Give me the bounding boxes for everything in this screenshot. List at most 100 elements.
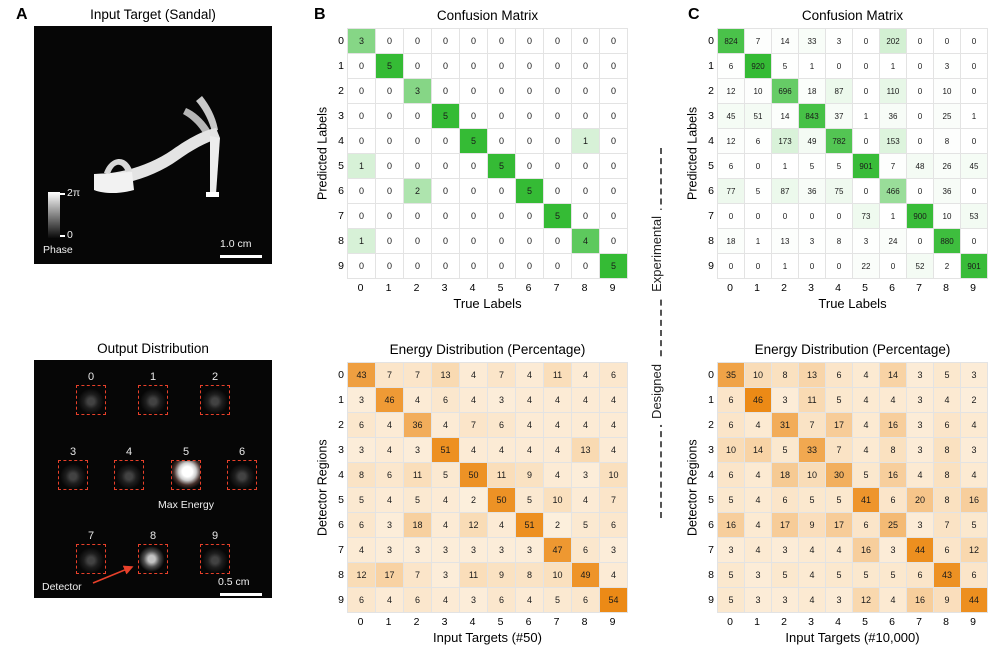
heatmap-cell: 3	[432, 563, 459, 587]
heatmap-cell: 6	[718, 54, 744, 78]
y-tick: 4	[338, 469, 344, 481]
heatmap-cell: 3	[572, 463, 599, 487]
heatmap-cell: 52	[907, 254, 933, 278]
x-tick: 9	[609, 282, 616, 294]
heatmap-cell: 45	[718, 104, 744, 128]
heatmap-cell: 8	[348, 463, 375, 487]
heatmap-cell: 5	[572, 513, 599, 537]
heatmap-cell: 44	[907, 538, 933, 562]
x-tick: 8	[581, 616, 588, 628]
heatmap-cell: 5	[404, 488, 431, 512]
heatmap-cell: 3	[404, 438, 431, 462]
heatmap-cell: 4	[745, 463, 771, 487]
heatmap-cell: 3	[376, 538, 403, 562]
x-tick: 3	[441, 616, 448, 628]
heatmap-cell: 6	[348, 413, 375, 437]
heatmap-cell: 4	[826, 538, 852, 562]
y-tick: 3	[338, 444, 344, 456]
scalebar-label: 0.5 cm	[218, 576, 250, 588]
heatmap-cell: 18	[404, 513, 431, 537]
heatmap-cell: 0	[600, 54, 627, 78]
heatmap-cell: 6	[600, 513, 627, 537]
heatmap-cell: 3	[348, 388, 375, 412]
heatmap-cell: 0	[488, 129, 515, 153]
heatmap-cell: 16	[880, 463, 906, 487]
heatmap-cell: 18	[799, 79, 825, 103]
heatmap-cell: 4	[853, 438, 879, 462]
x-tick: 0	[727, 282, 733, 294]
heatmap-cell: 0	[376, 29, 403, 53]
heatmap-cell: 0	[853, 179, 879, 203]
heatmap-cell: 4	[404, 388, 431, 412]
output-distribution-image: 0 1 2 3 4 5 6 Max Energy 7 8 9 Detector …	[34, 360, 272, 598]
heatmap-cell: 0	[572, 29, 599, 53]
heatmap-cell: 0	[516, 29, 543, 53]
heatmap-cell: 3	[907, 438, 933, 462]
heatmap-cell: 0	[348, 104, 375, 128]
heatmap-cell: 47	[544, 538, 571, 562]
heatmap-cell: 12	[348, 563, 375, 587]
heatmap-cell: 880	[934, 229, 960, 253]
heatmap-cell: 8	[934, 129, 960, 153]
heatmap-cell: 4	[376, 588, 403, 612]
heatmap-cell: 51	[432, 438, 459, 462]
heatmap-cell: 20	[907, 488, 933, 512]
heatmap-cell: 49	[799, 129, 825, 153]
y-tick: 1	[338, 60, 344, 72]
heatmap-cell: 7	[934, 513, 960, 537]
heatmap-cell: 5	[799, 154, 825, 178]
heatmap-cell: 6	[488, 588, 515, 612]
heatmap-cell: 0	[600, 129, 627, 153]
y-tick: 5	[338, 494, 344, 506]
heatmap-cell: 0	[348, 129, 375, 153]
heatmap-cell: 3	[853, 229, 879, 253]
heatmap-cell: 0	[826, 254, 852, 278]
heatmap-cell: 6	[348, 588, 375, 612]
heatmap-cell: 5	[826, 563, 852, 587]
heatmap-cell: 3	[488, 538, 515, 562]
chart-title: Energy Distribution (Percentage)	[754, 342, 951, 357]
heatmap-cell: 3	[907, 413, 933, 437]
heatmap-cell: 16	[880, 413, 906, 437]
heatmap-cell: 4	[544, 438, 571, 462]
region-number-4: 4	[125, 446, 133, 458]
heatmap-cell: 0	[544, 79, 571, 103]
x-tick: 2	[781, 616, 787, 628]
heatmap-cell: 202	[880, 29, 906, 53]
heatmap-cell: 17	[772, 513, 798, 537]
heatmap-cell: 0	[432, 79, 459, 103]
x-tick: 3	[808, 616, 814, 628]
x-tick: 5	[497, 282, 504, 294]
heatmap-cell: 6	[961, 563, 987, 587]
detector-region-6	[227, 460, 257, 490]
y-tick: 0	[338, 369, 344, 381]
heatmap-cell: 0	[488, 254, 515, 278]
heatmap-cell: 10	[934, 204, 960, 228]
panel-a-label: A	[16, 6, 28, 23]
heatmap-cell: 3	[907, 363, 933, 387]
heatmap-cell: 3	[799, 229, 825, 253]
heatmap-cell: 2	[460, 488, 487, 512]
heatmap-cell: 4	[432, 413, 459, 437]
heatmap-cell: 901	[961, 254, 987, 278]
y-tick: 3	[338, 110, 344, 122]
x-tick: 8	[943, 282, 949, 294]
region-number-3: 3	[69, 446, 77, 458]
heatmap-cell: 2	[544, 513, 571, 537]
heatmap-cell: 0	[544, 54, 571, 78]
heatmap-cell: 0	[745, 254, 771, 278]
heatmap-grid: 35 10 8 13 6 4 14 3 5 3 6 46 3 11 5 4 4 3 4 2 6 4 31 7 17 4 16 3 6 4 1…	[717, 362, 988, 613]
detector-region-1	[138, 385, 168, 415]
region-number-0: 0	[87, 371, 95, 383]
heatmap-cell: 0	[460, 204, 487, 228]
heatmap-grid: 43 7 7 13 4 7 4 11 4 6 3 46 4 6 4 3 4 4 4 4 6 4 36 4 7 6 4 4 4 4 3 4 3 51…	[347, 362, 628, 613]
y-axis-label: Predicted Labels	[315, 106, 330, 201]
heatmap-cell: 3	[961, 438, 987, 462]
heatmap-cell: 3	[460, 588, 487, 612]
heatmap-cell: 7	[880, 154, 906, 178]
heatmap-cell: 0	[488, 104, 515, 128]
heatmap-cell: 3	[826, 588, 852, 612]
heatmap-cell: 11	[488, 463, 515, 487]
input-target-title: Input Target (Sandal)	[90, 7, 216, 22]
